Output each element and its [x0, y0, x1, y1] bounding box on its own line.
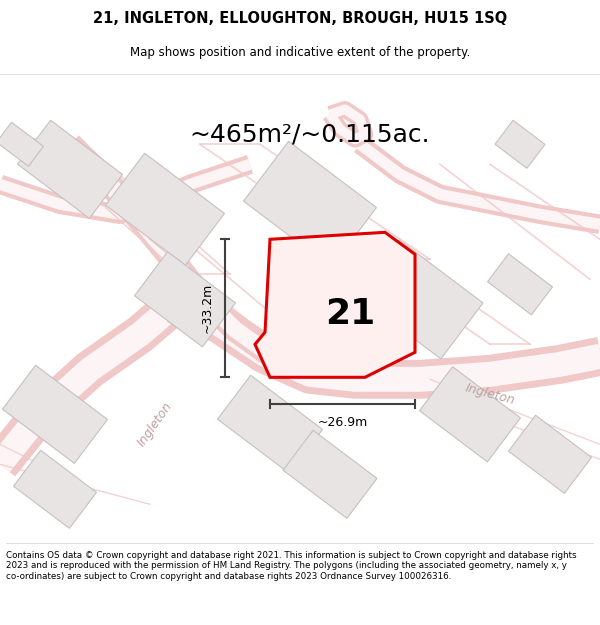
- Polygon shape: [218, 375, 322, 473]
- Polygon shape: [495, 120, 545, 168]
- Polygon shape: [357, 240, 483, 359]
- Polygon shape: [419, 367, 520, 462]
- Polygon shape: [2, 365, 107, 463]
- Polygon shape: [14, 450, 97, 528]
- Polygon shape: [0, 122, 43, 166]
- Text: ~26.9m: ~26.9m: [317, 416, 368, 429]
- Text: ~465m²/~0.115ac.: ~465m²/~0.115ac.: [190, 122, 430, 146]
- Polygon shape: [106, 153, 224, 266]
- Polygon shape: [488, 254, 553, 315]
- Polygon shape: [244, 141, 376, 268]
- Polygon shape: [509, 415, 592, 493]
- Text: 21, INGLETON, ELLOUGHTON, BROUGH, HU15 1SQ: 21, INGLETON, ELLOUGHTON, BROUGH, HU15 1…: [93, 11, 507, 26]
- Polygon shape: [134, 252, 235, 347]
- Text: Ingleton: Ingleton: [464, 381, 517, 408]
- Polygon shape: [283, 430, 377, 518]
- Polygon shape: [255, 232, 415, 378]
- Text: Ingleton: Ingleton: [135, 399, 175, 449]
- Polygon shape: [17, 120, 122, 218]
- Text: ~33.2m: ~33.2m: [200, 283, 214, 334]
- Text: 21: 21: [325, 297, 375, 331]
- Text: Map shows position and indicative extent of the property.: Map shows position and indicative extent…: [130, 46, 470, 59]
- Text: Contains OS data © Crown copyright and database right 2021. This information is : Contains OS data © Crown copyright and d…: [6, 551, 577, 581]
